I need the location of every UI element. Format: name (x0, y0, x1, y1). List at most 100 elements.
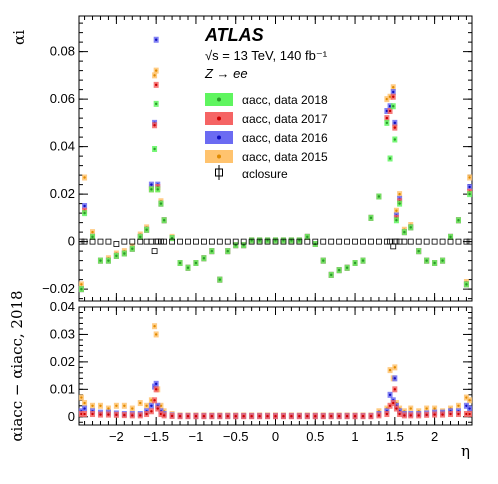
point--acc-data-2016 (468, 185, 471, 189)
point--acc-data-2015 (80, 283, 83, 286)
point--acc-data-2017 (457, 412, 460, 416)
point--acc-data-2018 (282, 239, 285, 242)
point--acc-data-2018 (80, 287, 83, 291)
point--acc-data-2017 (202, 415, 206, 418)
point--acc-data-2018 (392, 105, 395, 108)
point--acc-data-2016 (83, 204, 86, 208)
closure-point (328, 238, 335, 245)
point--acc-data-2018 (388, 157, 392, 160)
closure-point (407, 238, 414, 245)
point--acc-data-2017 (159, 412, 163, 416)
legend-marker-2018 (217, 97, 221, 102)
closure-point (288, 238, 295, 245)
atlas-label: ATLAS (204, 25, 264, 45)
bottom-x-tick-label: −0.5 (223, 429, 249, 444)
point--acc-data-2015 (433, 407, 436, 410)
point--acc-data-2018 (154, 102, 158, 106)
top-y-tick-label: 0.08 (50, 44, 75, 59)
point--acc-data-2015 (115, 404, 118, 407)
point--acc-data-2018 (377, 195, 381, 198)
closure-point (105, 238, 112, 245)
point--acc-data-2017 (153, 399, 156, 402)
point--acc-data-2018 (131, 247, 134, 250)
point--acc-data-2018 (266, 239, 269, 242)
point--acc-data-2015 (385, 97, 389, 101)
point--acc-data-2017 (395, 407, 398, 410)
point--acc-data-2018 (250, 239, 253, 242)
closure-point (390, 243, 397, 250)
point--acc-data-2017 (186, 415, 190, 418)
top-y-tick-label: 0.04 (50, 139, 75, 154)
point--acc-data-2015 (409, 407, 412, 410)
point--acc-data-2015 (153, 74, 156, 77)
point--acc-data-2017 (353, 415, 357, 418)
closure-point (121, 238, 128, 245)
point--acc-data-2018 (234, 243, 237, 247)
point--acc-data-2018 (274, 239, 277, 242)
legend-label-2017: αacc, data 2017 (242, 112, 328, 126)
point--acc-data-2017 (298, 415, 301, 418)
point--acc-data-2017 (322, 415, 325, 418)
point--acc-data-2015 (131, 407, 134, 410)
closure-point (177, 238, 183, 245)
closure-point (336, 238, 343, 245)
point--acc-data-2016 (154, 382, 158, 386)
point--acc-data-2018 (170, 236, 174, 240)
point--acc-data-2018 (115, 254, 118, 258)
bottom-y-tick-label: 0.02 (50, 354, 75, 369)
point--acc-data-2016 (468, 407, 471, 410)
point--acc-data-2017 (250, 415, 253, 418)
point--acc-data-2017 (154, 83, 158, 87)
point--acc-data-2015 (123, 404, 126, 407)
point--acc-data-2017 (385, 116, 389, 120)
point--acc-data-2015 (425, 407, 428, 410)
point--acc-data-2018 (107, 259, 110, 262)
point--acc-data-2018 (139, 235, 142, 239)
bottom-x-tick-label: 2 (431, 429, 438, 444)
point--acc-data-2017 (398, 412, 401, 416)
point--acc-data-2017 (218, 415, 222, 418)
point--acc-data-2017 (403, 414, 406, 417)
point--acc-data-2015 (91, 404, 94, 407)
closure-point (272, 238, 279, 245)
legend-marker-2016 (217, 135, 221, 140)
closure-point (376, 238, 382, 245)
point--acc-data-2018 (353, 261, 357, 265)
point--acc-data-2017 (393, 126, 397, 129)
point--acc-data-2017 (91, 412, 94, 416)
closure-point (216, 238, 223, 245)
point--acc-data-2015 (393, 366, 397, 369)
point--acc-data-2017 (154, 388, 158, 391)
point--acc-data-2016 (392, 90, 395, 94)
closure-point (352, 238, 358, 245)
closure-point (304, 238, 311, 245)
closure-point (280, 238, 287, 245)
point--acc-data-2015 (145, 404, 148, 407)
point--acc-data-2016 (388, 105, 392, 108)
closure-point (201, 238, 207, 245)
point--acc-data-2017 (115, 413, 118, 417)
closure-point (431, 238, 438, 245)
point--acc-data-2015 (150, 399, 153, 402)
closure-point (240, 238, 247, 245)
point--acc-data-2017 (274, 415, 277, 418)
point--acc-data-2017 (150, 410, 153, 413)
point--acc-data-2017 (162, 414, 166, 417)
point--acc-data-2017 (242, 415, 245, 418)
point--acc-data-2016 (83, 407, 86, 410)
point--acc-data-2017 (393, 388, 397, 391)
point--acc-data-2018 (329, 273, 333, 277)
top-y-tick-label: 0.06 (50, 91, 75, 106)
point--acc-data-2018 (298, 239, 301, 242)
point--acc-data-2016 (393, 121, 397, 125)
legend-marker-2015 (217, 154, 221, 159)
point--acc-data-2018 (306, 235, 309, 239)
point--acc-data-2018 (178, 261, 182, 265)
closure-point (78, 238, 85, 245)
legend-label-2015: αacc, data 2015 (242, 150, 328, 164)
point--acc-data-2018 (403, 230, 406, 234)
point--acc-data-2018 (242, 243, 245, 247)
closure-point (344, 238, 350, 245)
point--acc-data-2015 (91, 230, 94, 234)
